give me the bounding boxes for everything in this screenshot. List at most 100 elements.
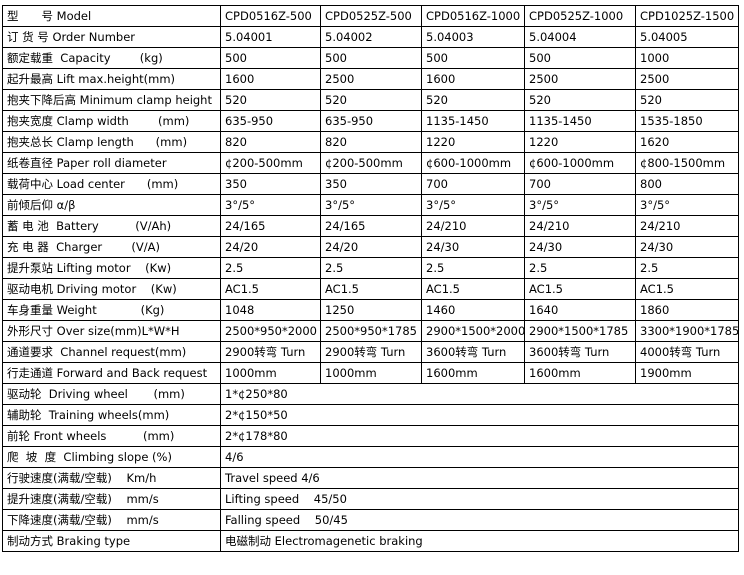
cell: Falling speed 50/45: [220, 509, 739, 531]
cell: 820: [220, 131, 321, 153]
cell: 350: [220, 173, 321, 195]
cell: 1600: [220, 68, 321, 90]
table-row: 抱夹下降后高 Minimum clamp height 520 520 520 520 5…: [2, 89, 739, 111]
cell: 24/165: [320, 215, 422, 237]
cell: 4/6: [220, 446, 739, 468]
row-label: 外形尺寸 Over size(mm)L*W*H: [2, 320, 221, 342]
cell: 5.04005: [635, 26, 739, 48]
cell: 3600转弯 Turn: [524, 341, 636, 363]
cell: AC1.5: [524, 278, 636, 300]
cell: 1640: [524, 299, 636, 321]
cell: 500: [524, 47, 636, 69]
cell: ¢200-500mm: [320, 152, 422, 174]
cell: 2900*1500*1785: [524, 320, 636, 342]
table-row: 通道要求 Channel request(mm) 2900转弯 Turn 2900转…: [2, 341, 739, 363]
table-row: 辅助轮 Training wheels(mm) 2*¢150*50: [2, 404, 739, 426]
spec-sheet: 型 号 Model CPD0516Z-500 CPD0525Z-500 CPD0516…: [2, 5, 739, 552]
cell: 5.04003: [421, 26, 525, 48]
cell: CPD0516Z-1000: [421, 5, 525, 27]
table-row: 蓄 电 池 Battery (V/Ah) 24/165 24/165 24/210 24…: [2, 215, 739, 237]
cell: 1860: [635, 299, 739, 321]
cell: 520: [421, 89, 525, 111]
table-row: 抱夹总长 Clamp length (mm) 820 820 1220 1220 1620: [2, 131, 739, 153]
cell: 520: [524, 89, 636, 111]
cell: 24/165: [220, 215, 321, 237]
table-row: 纸卷直径 Paper roll diameter ¢200-500mm ¢200-5…: [2, 152, 739, 174]
cell: 1535-1850: [635, 110, 739, 132]
cell: 1900mm: [635, 362, 739, 384]
cell: 1000mm: [320, 362, 422, 384]
row-label: 行驶速度(满载/空载) Km/h: [2, 467, 221, 489]
row-label: 抱夹总长 Clamp length (mm): [2, 131, 221, 153]
table-row: 额定载重 Capacity (kg) 500 500 500 500 1000: [2, 47, 739, 69]
cell: 2*¢178*80: [220, 425, 739, 447]
row-label: 爬 坡 度 Climbing slope (%): [2, 446, 221, 468]
cell: 2500: [320, 68, 422, 90]
cell: 1460: [421, 299, 525, 321]
table-row: 驱动电机 Driving motor (Kw) AC1.5 AC1.5 AC1.5 AC…: [2, 278, 739, 300]
row-label: 提升泵站 Lifting motor (Kw): [2, 257, 221, 279]
row-label: 提升速度(满载/空载) mm/s: [2, 488, 221, 510]
cell: CPD0525Z-500: [320, 5, 422, 27]
row-label: 辅助轮 Training wheels(mm): [2, 404, 221, 426]
cell: 500: [320, 47, 422, 69]
row-label: 充 电 器 Charger (V/A): [2, 236, 221, 258]
cell: 520: [635, 89, 739, 111]
cell: ¢600-1000mm: [421, 152, 525, 174]
cell: 3°/5°: [421, 194, 525, 216]
cell: 2900转弯 Turn: [220, 341, 321, 363]
table-row: 外形尺寸 Over size(mm)L*W*H 2500*950*2000 2500…: [2, 320, 739, 342]
cell: 2.5: [635, 257, 739, 279]
cell: 1220: [524, 131, 636, 153]
cell: Lifting speed 45/50: [220, 488, 739, 510]
table-row: 制动方式 Braking type 电磁制动 Electromagenetic b…: [2, 530, 739, 552]
table-row: 型 号 Model CPD0516Z-500 CPD0525Z-500 CPD0516…: [2, 5, 739, 27]
cell: CPD0525Z-1000: [524, 5, 636, 27]
table-row: 行走通道 Forward and Back request 1000mm 1000m…: [2, 362, 739, 384]
table-row: 前轮 Front wheels (mm) 2*¢178*80: [2, 425, 739, 447]
table-row: 充 电 器 Charger (V/A) 24/20 24/20 24/30 24/30 2…: [2, 236, 739, 258]
table-row: 爬 坡 度 Climbing slope (%) 4/6: [2, 446, 739, 468]
cell: 2500: [524, 68, 636, 90]
cell: 24/30: [635, 236, 739, 258]
cell: 24/30: [524, 236, 636, 258]
cell: 1135-1450: [421, 110, 525, 132]
cell: 3°/5°: [220, 194, 321, 216]
cell: 1048: [220, 299, 321, 321]
cell: 2.5: [524, 257, 636, 279]
cell: CPD1025Z-1500: [635, 5, 739, 27]
table-row: 载荷中心 Load center (mm) 350 350 700 700 800: [2, 173, 739, 195]
cell: 电磁制动 Electromagenetic braking: [220, 530, 739, 552]
row-label: 行走通道 Forward and Back request: [2, 362, 221, 384]
cell: 2500*950*1785: [320, 320, 422, 342]
table-row: 订 货 号 Order Number 5.04001 5.04002 5.04003 5…: [2, 26, 739, 48]
cell: 3600转弯 Turn: [421, 341, 525, 363]
row-label: 驱动电机 Driving motor (Kw): [2, 278, 221, 300]
cell: 2*¢150*50: [220, 404, 739, 426]
table-row: 车身重量 Weight (Kg) 1048 1250 1460 1640 1860: [2, 299, 739, 321]
cell: 500: [220, 47, 321, 69]
cell: AC1.5: [635, 278, 739, 300]
cell: 1620: [635, 131, 739, 153]
row-label: 前倾后仰 α/β: [2, 194, 221, 216]
cell: 5.04001: [220, 26, 321, 48]
cell: 2500: [635, 68, 739, 90]
cell: ¢200-500mm: [220, 152, 321, 174]
cell: 4000转弯 Turn: [635, 341, 739, 363]
cell: ¢800-1500mm: [635, 152, 739, 174]
cell: 24/20: [320, 236, 422, 258]
row-label: 驱动轮 Driving wheel (mm): [2, 383, 221, 405]
table-row: 驱动轮 Driving wheel (mm) 1*¢250*80: [2, 383, 739, 405]
cell: 1*¢250*80: [220, 383, 739, 405]
cell: 24/20: [220, 236, 321, 258]
cell: 3300*1900*1785: [635, 320, 739, 342]
cell: Travel speed 4/6: [220, 467, 739, 489]
cell: 24/210: [524, 215, 636, 237]
table-row: 起升最高 Lift max.height(mm) 1600 2500 1600 2500…: [2, 68, 739, 90]
cell: 24/210: [635, 215, 739, 237]
cell: 1220: [421, 131, 525, 153]
cell: 3°/5°: [635, 194, 739, 216]
cell: 2.5: [421, 257, 525, 279]
cell: 24/210: [421, 215, 525, 237]
row-label: 型 号 Model: [2, 5, 221, 27]
